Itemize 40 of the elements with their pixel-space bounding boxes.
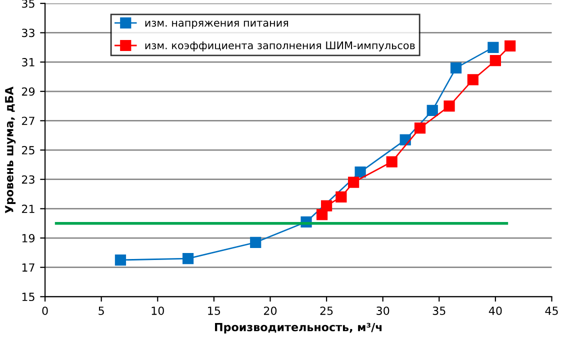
- point: [490, 55, 501, 66]
- y-tick-label: 29: [22, 87, 35, 96]
- legend-label: изм. коэффициента заполнения ШИМ-импульсов: [145, 42, 415, 52]
- point: [386, 156, 398, 168]
- y-tick-label: 15: [22, 292, 34, 302]
- point: [348, 176, 360, 188]
- point: [250, 236, 262, 248]
- x-tick-label: 15: [208, 306, 220, 315]
- point: [467, 74, 478, 86]
- y-tick-label: 19: [22, 234, 35, 242]
- legend-label: изм. напряжения питания: [145, 20, 288, 29]
- point: [354, 166, 366, 178]
- x-tick-label: 25: [320, 306, 333, 315]
- x-tick-label: 45: [545, 306, 558, 315]
- x-axis-title: Производительность, м³/ч: [215, 322, 382, 334]
- x-tick-label: 5: [98, 306, 104, 315]
- point: [450, 62, 462, 74]
- point: [488, 42, 499, 53]
- point: [182, 252, 194, 264]
- y-tick-label: 23: [22, 175, 34, 184]
- point: [444, 100, 455, 112]
- x-tick-label: 0: [42, 306, 48, 315]
- x-tick-label: 30: [376, 306, 390, 315]
- y-axis-title: Уровень шума, дБА: [5, 86, 16, 214]
- y-tick-label: 21: [22, 204, 34, 213]
- y-tick-label: 33: [22, 28, 34, 38]
- y-tick-label: 17: [22, 263, 34, 272]
- y-tick-label: 25: [22, 146, 34, 154]
- point: [336, 191, 347, 203]
- x-tick-label: 10: [152, 306, 164, 315]
- point: [320, 200, 332, 212]
- y-tick-label: 27: [22, 116, 34, 125]
- y-tick-label: 31: [22, 58, 34, 66]
- point: [426, 104, 438, 116]
- x-tick-label: 35: [432, 306, 446, 315]
- x-tick-label: 20: [264, 306, 277, 315]
- point: [114, 254, 126, 266]
- point: [414, 122, 426, 134]
- x-tick-label: 40: [488, 306, 502, 315]
- point: [504, 40, 516, 52]
